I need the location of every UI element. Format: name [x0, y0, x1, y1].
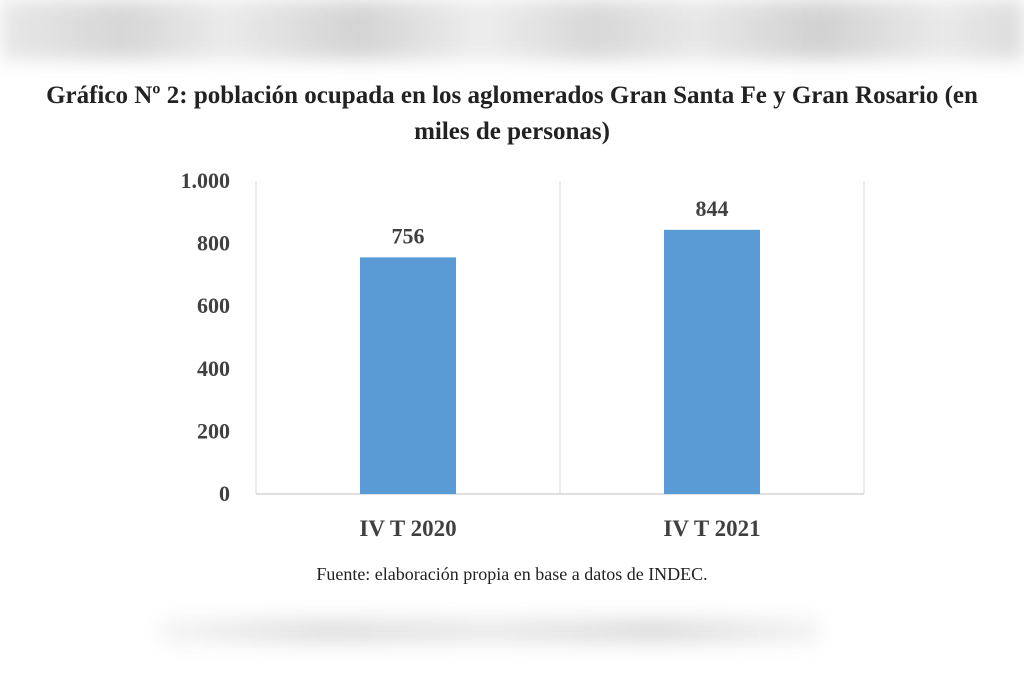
- y-tick-label: 800: [197, 231, 230, 256]
- bar: [664, 229, 760, 494]
- y-tick-label: 400: [197, 356, 230, 381]
- y-tick-label: 600: [197, 293, 230, 318]
- data-label: 756: [392, 223, 425, 248]
- chart-title: Gráfico Nº 2: población ocupada en los a…: [46, 82, 978, 145]
- blurred-header-text: [0, 0, 1024, 60]
- y-tick-label: 200: [197, 418, 230, 443]
- data-label: 844: [696, 196, 729, 221]
- y-tick-label: 1.000: [181, 168, 231, 193]
- x-tick-label: IV T 2020: [359, 516, 456, 541]
- blurred-footer-text: [160, 618, 820, 644]
- bar: [360, 257, 456, 494]
- source-note: Fuente: elaboración propia en base a dat…: [316, 564, 708, 584]
- y-tick-label: 0: [219, 481, 230, 506]
- x-tick-label: IV T 2021: [663, 516, 760, 541]
